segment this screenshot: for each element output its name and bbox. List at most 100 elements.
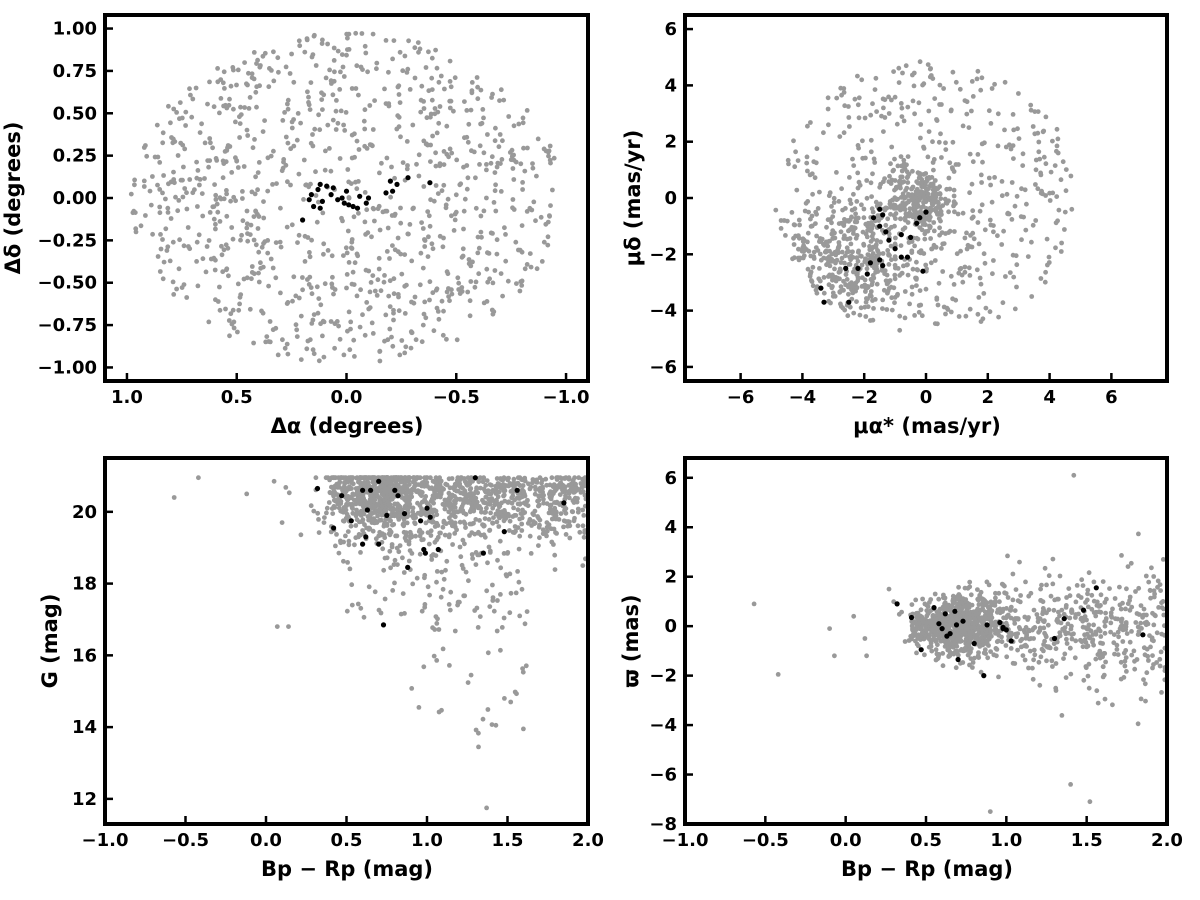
field-star-point bbox=[1015, 647, 1020, 653]
field-star-point bbox=[220, 175, 226, 181]
field-star-point bbox=[228, 198, 234, 204]
field-star-point bbox=[900, 70, 905, 76]
field-star-point bbox=[946, 646, 952, 651]
field-star-point bbox=[501, 475, 507, 481]
field-star-point bbox=[946, 175, 952, 181]
field-star-point bbox=[1003, 643, 1009, 648]
field-star-point bbox=[308, 80, 314, 85]
field-star-point bbox=[405, 163, 410, 168]
field-star-point bbox=[491, 515, 496, 520]
field-star-point bbox=[416, 173, 422, 179]
field-star-point bbox=[988, 630, 993, 636]
field-star-point bbox=[253, 89, 259, 95]
field-star-point bbox=[406, 475, 412, 481]
field-star-point bbox=[170, 140, 176, 146]
field-star-point bbox=[477, 518, 482, 523]
field-star-point bbox=[1043, 161, 1049, 167]
field-star-point bbox=[964, 246, 970, 252]
plot-area bbox=[128, 30, 557, 364]
field-star-point bbox=[491, 200, 497, 205]
field-star-point bbox=[1004, 191, 1010, 197]
field-star-point bbox=[363, 267, 369, 273]
field-star-point bbox=[148, 202, 154, 208]
field-star-point bbox=[331, 504, 337, 509]
field-star-point bbox=[366, 475, 372, 481]
field-star-point bbox=[507, 518, 513, 524]
field-star-point bbox=[219, 243, 224, 249]
field-star-point bbox=[208, 140, 213, 146]
field-star-point bbox=[484, 266, 490, 272]
field-star-point bbox=[1003, 274, 1008, 279]
field-star-point bbox=[515, 507, 521, 513]
field-star-point bbox=[808, 269, 814, 275]
field-star-point bbox=[532, 484, 538, 490]
field-star-point bbox=[968, 592, 974, 598]
field-star-point bbox=[531, 512, 536, 518]
field-star-point bbox=[871, 275, 877, 281]
field-star-point bbox=[502, 696, 507, 701]
field-star-point bbox=[287, 71, 293, 76]
field-star-point bbox=[341, 253, 346, 258]
field-star-point bbox=[349, 602, 355, 608]
field-star-point bbox=[398, 220, 404, 226]
field-star-point bbox=[978, 669, 984, 675]
field-star-point bbox=[486, 544, 492, 550]
field-star-point bbox=[282, 110, 287, 115]
field-star-point bbox=[434, 569, 440, 574]
field-star-point bbox=[271, 148, 276, 154]
field-star-point bbox=[1085, 587, 1091, 593]
field-star-point bbox=[914, 186, 920, 192]
field-star-point bbox=[1025, 254, 1031, 259]
field-star-point bbox=[217, 307, 223, 313]
field-star-point bbox=[1059, 713, 1065, 718]
x-tick-label: 0.5 bbox=[331, 830, 363, 851]
field-star-point bbox=[805, 239, 810, 245]
field-star-point bbox=[340, 218, 345, 224]
field-star-point bbox=[402, 252, 408, 257]
field-star-point bbox=[481, 115, 486, 121]
field-star-point bbox=[943, 147, 949, 153]
field-star-point bbox=[553, 513, 559, 519]
field-star-point bbox=[909, 284, 915, 290]
field-star-point bbox=[481, 300, 487, 306]
field-star-point bbox=[429, 557, 435, 562]
field-star-point bbox=[399, 338, 405, 343]
member-star-point bbox=[931, 605, 937, 611]
field-star-point bbox=[1120, 623, 1125, 629]
member-star-point bbox=[354, 205, 361, 211]
field-star-point bbox=[237, 294, 243, 300]
field-star-point bbox=[888, 204, 894, 210]
field-star-point bbox=[851, 310, 857, 316]
field-star-point bbox=[581, 534, 587, 540]
field-star-point bbox=[376, 607, 382, 613]
field-star-point bbox=[940, 651, 946, 656]
field-star-point bbox=[509, 500, 515, 506]
field-star-point bbox=[1109, 614, 1115, 620]
field-star-point bbox=[792, 164, 798, 170]
field-star-point bbox=[324, 510, 329, 516]
member-star-point bbox=[405, 175, 411, 181]
field-star-point bbox=[294, 334, 300, 339]
field-star-point bbox=[889, 144, 895, 150]
field-star-point bbox=[1089, 592, 1095, 598]
field-star-point bbox=[350, 491, 356, 497]
field-star-point bbox=[880, 251, 886, 256]
field-star-point bbox=[440, 524, 446, 530]
field-star-point bbox=[334, 497, 340, 502]
field-star-point bbox=[242, 105, 248, 110]
field-star-point bbox=[554, 531, 559, 536]
field-star-point bbox=[283, 64, 289, 70]
field-star-point bbox=[521, 145, 526, 151]
field-star-point bbox=[337, 156, 343, 161]
field-star-point bbox=[229, 321, 235, 327]
field-star-point bbox=[452, 75, 458, 81]
field-star-point bbox=[459, 285, 465, 290]
field-star-point bbox=[859, 262, 865, 268]
field-star-point bbox=[1143, 698, 1148, 704]
field-star-point bbox=[1146, 658, 1151, 663]
field-star-point bbox=[997, 599, 1002, 605]
field-star-point bbox=[362, 126, 368, 132]
field-star-point bbox=[460, 537, 466, 543]
field-star-point bbox=[827, 263, 833, 269]
field-star-point bbox=[826, 298, 832, 304]
